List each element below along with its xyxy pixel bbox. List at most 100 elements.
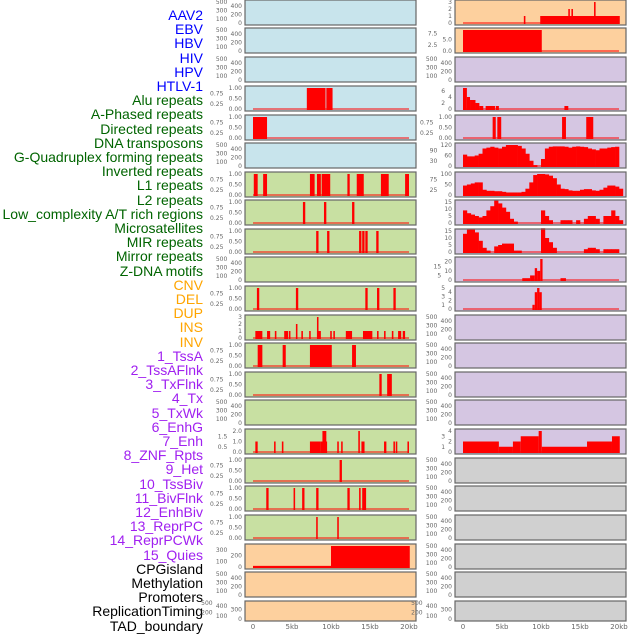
bar	[255, 441, 258, 453]
panel-frame	[454, 285, 627, 312]
y-tick-label: 0	[448, 192, 452, 199]
bar	[591, 149, 596, 167]
baseline	[253, 480, 409, 482]
y-tick-label: 10	[444, 268, 452, 275]
bar	[326, 88, 333, 110]
panel-background	[455, 372, 626, 397]
y-tick-label: 0.00	[229, 506, 243, 513]
bar	[517, 192, 522, 196]
bar	[568, 220, 573, 224]
panel-frame	[244, 457, 417, 484]
y-tick-label: 400	[441, 60, 453, 67]
bar	[502, 243, 507, 253]
y-tick-label: 0	[448, 592, 452, 599]
x-tick-label: 0	[461, 623, 465, 630]
y-tick-label: 100	[426, 73, 438, 80]
y-tick-label: 0	[238, 277, 242, 284]
y-tick-label: 300	[441, 606, 453, 613]
bar	[295, 324, 298, 339]
y-tick-label: 0.0	[442, 48, 452, 55]
bar	[486, 190, 491, 196]
y-tick-label: 200	[231, 155, 243, 162]
bar	[580, 146, 585, 167]
bar	[603, 249, 608, 253]
panel-background	[245, 172, 416, 197]
bar	[540, 259, 543, 281]
bar	[591, 190, 596, 196]
y-tick-label: 0.25	[210, 215, 224, 222]
bar	[337, 517, 339, 539]
bar	[466, 97, 471, 110]
bar	[302, 488, 305, 510]
y-tick-label: 0	[448, 106, 452, 113]
y-tick-label: 0.50	[229, 496, 243, 503]
bar	[505, 211, 511, 224]
y-tick-label: 1.00	[229, 199, 243, 206]
bar	[395, 441, 398, 453]
bar	[253, 174, 258, 196]
panel-frame	[454, 600, 627, 622]
panel-background	[455, 515, 626, 540]
baseline	[253, 508, 409, 510]
bar	[537, 174, 542, 196]
panel-background	[455, 544, 626, 569]
track-label: L2 repeats	[136, 191, 203, 208]
bar	[474, 216, 479, 224]
y-tick-label: 400	[441, 318, 453, 325]
y-tick-label: 500	[216, 256, 228, 263]
track-label: 3_TxFlnk	[145, 376, 203, 393]
y-tick-label: 100	[216, 273, 228, 280]
bar	[572, 190, 577, 196]
y-tick-label: 400	[441, 489, 453, 496]
panel-frame	[454, 457, 627, 484]
bar	[463, 185, 468, 196]
panel-background	[245, 257, 416, 282]
bar	[482, 216, 487, 224]
bar	[599, 189, 604, 196]
y-tick-label: 300	[426, 465, 438, 472]
bar	[539, 292, 542, 310]
bar	[583, 189, 589, 196]
bar	[521, 148, 526, 167]
bar	[502, 207, 507, 224]
bar	[339, 460, 342, 482]
panel-frame	[244, 171, 417, 198]
bar	[541, 159, 546, 167]
bar	[611, 210, 616, 224]
panel-background	[245, 0, 416, 25]
panel-background	[455, 458, 626, 483]
panel-frame	[454, 314, 627, 341]
bar	[494, 200, 499, 224]
panel-background	[455, 115, 626, 140]
y-tick-label: 0.25	[210, 101, 224, 108]
y-tick-label: 400	[231, 60, 243, 67]
bar	[295, 288, 299, 310]
bar	[541, 210, 546, 224]
y-tick-label: 300	[426, 379, 438, 386]
y-tick-label: 0	[238, 335, 242, 342]
y-tick-label: 500	[426, 56, 438, 63]
y-tick-label: 0.00	[229, 306, 243, 313]
y-tick-label: 300	[216, 579, 228, 586]
bar	[393, 288, 396, 310]
panel-frame	[244, 428, 417, 455]
track-label: 8_ZNF_Rpts	[123, 447, 203, 464]
bar	[548, 175, 553, 196]
y-tick-label: 400	[231, 260, 243, 267]
y-tick-label: 0	[448, 306, 452, 313]
y-tick-label: 200	[231, 69, 243, 76]
panel-background	[245, 515, 416, 540]
y-tick-label: 0	[448, 449, 452, 456]
y-tick-label: 1.00	[229, 285, 243, 292]
bar	[482, 247, 487, 253]
y-tick-label: 10	[444, 235, 452, 242]
bar	[257, 345, 263, 367]
y-tick-label: 100	[426, 560, 438, 567]
